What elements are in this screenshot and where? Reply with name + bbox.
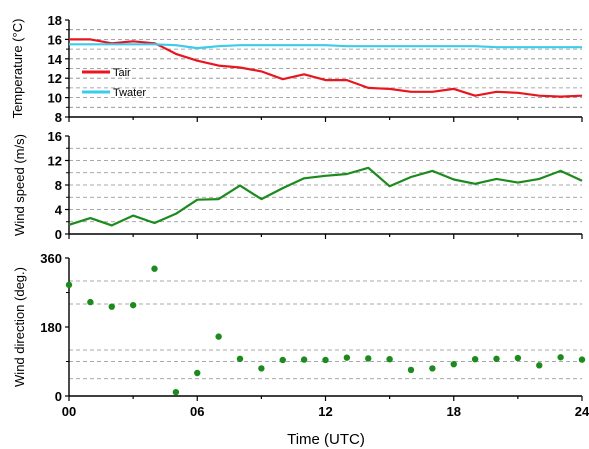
twater-line bbox=[69, 43, 582, 50]
data-point bbox=[429, 365, 436, 372]
data-point bbox=[215, 333, 222, 340]
series-1-line bbox=[68, 166, 583, 227]
y-tick-label: 14 bbox=[48, 52, 63, 67]
y-axis-label: Wind direction (deg.) bbox=[12, 267, 27, 387]
data-point bbox=[365, 355, 372, 362]
data-point bbox=[87, 298, 94, 306]
y-tick-label: 16 bbox=[48, 32, 62, 47]
y-tick-label: 18 bbox=[48, 13, 62, 28]
y-tick-label: 8 bbox=[55, 178, 62, 193]
panel-3: 0 180 360 00 06 12 18 24 Wind direction (deg.) bbox=[12, 251, 589, 419]
y-tick-label: 0 bbox=[55, 227, 62, 242]
x-tick-label: 24 bbox=[575, 404, 589, 419]
legend-label-tair: Tair bbox=[113, 67, 131, 79]
y-axis-label: Temperature (°C) bbox=[10, 19, 25, 119]
data-point bbox=[258, 365, 265, 372]
y-tick-label: 16 bbox=[48, 129, 62, 144]
x-tick-label: 18 bbox=[447, 404, 461, 419]
y-axis-label: Wind speed (m/s) bbox=[12, 134, 27, 236]
y-tick-label: 4 bbox=[55, 203, 63, 218]
y-tick-label: 0 bbox=[55, 389, 62, 404]
data-point bbox=[322, 356, 329, 364]
data-point bbox=[493, 355, 500, 363]
data-point bbox=[578, 356, 586, 363]
data-point bbox=[236, 355, 244, 363]
x-axis-label: Time (UTC) bbox=[287, 431, 365, 448]
data-point bbox=[386, 356, 393, 363]
data-point bbox=[407, 366, 415, 374]
data-point bbox=[450, 360, 457, 368]
x-tick-label: 12 bbox=[318, 404, 332, 419]
y-tick-label: 180 bbox=[40, 320, 62, 335]
panel-1: 8 10 12 14 16 18 Temperature (°C) Tair Twater bbox=[10, 13, 583, 125]
data-point bbox=[151, 265, 158, 272]
data-point bbox=[343, 354, 351, 361]
data-point bbox=[279, 356, 286, 364]
data-point bbox=[536, 362, 543, 369]
panel-2: 0 4 8 12 16 Wind speed (m/s) bbox=[12, 129, 583, 242]
data-point bbox=[471, 356, 479, 363]
panels: 8 10 12 14 16 18 Temperature (°C) Tair Twater 0 4 8… bbox=[10, 13, 589, 419]
data-point bbox=[557, 354, 564, 361]
data-point bbox=[172, 388, 180, 396]
data-point bbox=[514, 354, 522, 362]
y-tick-label: 12 bbox=[48, 71, 62, 86]
x-tick-label: 06 bbox=[190, 404, 204, 419]
data-point bbox=[194, 369, 201, 377]
legend-label-twater: Twater bbox=[113, 87, 146, 99]
y-tick-label: 360 bbox=[40, 251, 62, 266]
x-tick-label: 00 bbox=[62, 404, 76, 419]
data-point bbox=[108, 303, 115, 310]
y-tick-label: 8 bbox=[55, 110, 62, 125]
y-tick-label: 10 bbox=[48, 91, 62, 106]
data-point bbox=[65, 281, 73, 289]
data-point bbox=[129, 301, 137, 309]
data-point bbox=[300, 356, 308, 363]
y-tick-label: 12 bbox=[48, 154, 62, 169]
